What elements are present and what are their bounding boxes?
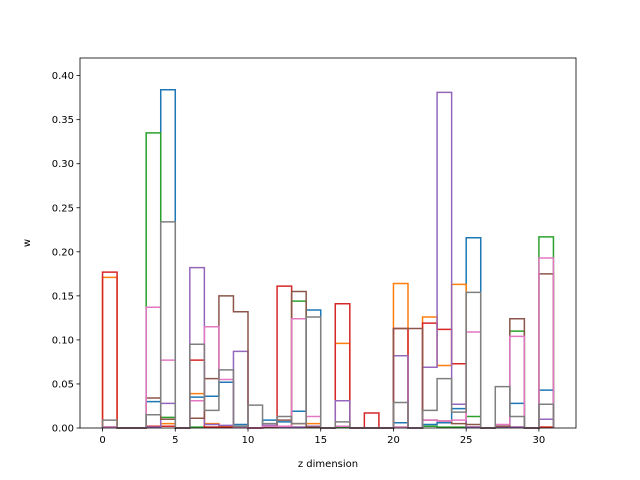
y-axis-label: w	[22, 239, 33, 247]
y-tick-label: 0.40	[52, 71, 74, 82]
y-tick-label: 0.25	[52, 203, 74, 214]
x-tick-label: 5	[172, 435, 178, 446]
y-tick-label: 0.10	[52, 335, 74, 346]
y-tick-label: 0.05	[52, 379, 74, 390]
y-tick-label: 0.35	[52, 115, 74, 126]
x-tick-label: 0	[99, 435, 105, 446]
x-tick-label: 20	[387, 435, 400, 446]
plot-frame	[79, 57, 577, 429]
y-tick-label: 0.00	[52, 424, 74, 435]
x-tick-label: 30	[533, 435, 546, 446]
x-axis-label: z dimension	[298, 459, 358, 470]
y-tick-label: 0.20	[52, 247, 74, 258]
x-tick-label: 10	[242, 435, 255, 446]
plot-area	[80, 58, 576, 428]
x-tick-label: 25	[460, 435, 473, 446]
axes-layer: 0 5 10 15 20 25 30 0.00 0.05 0.10 0.15 0.20 0.25 0.30…	[52, 71, 546, 446]
x-tick-label: 15	[314, 435, 327, 446]
y-tick-label: 0.15	[52, 291, 74, 302]
y-tick-label: 0.30	[52, 159, 74, 170]
